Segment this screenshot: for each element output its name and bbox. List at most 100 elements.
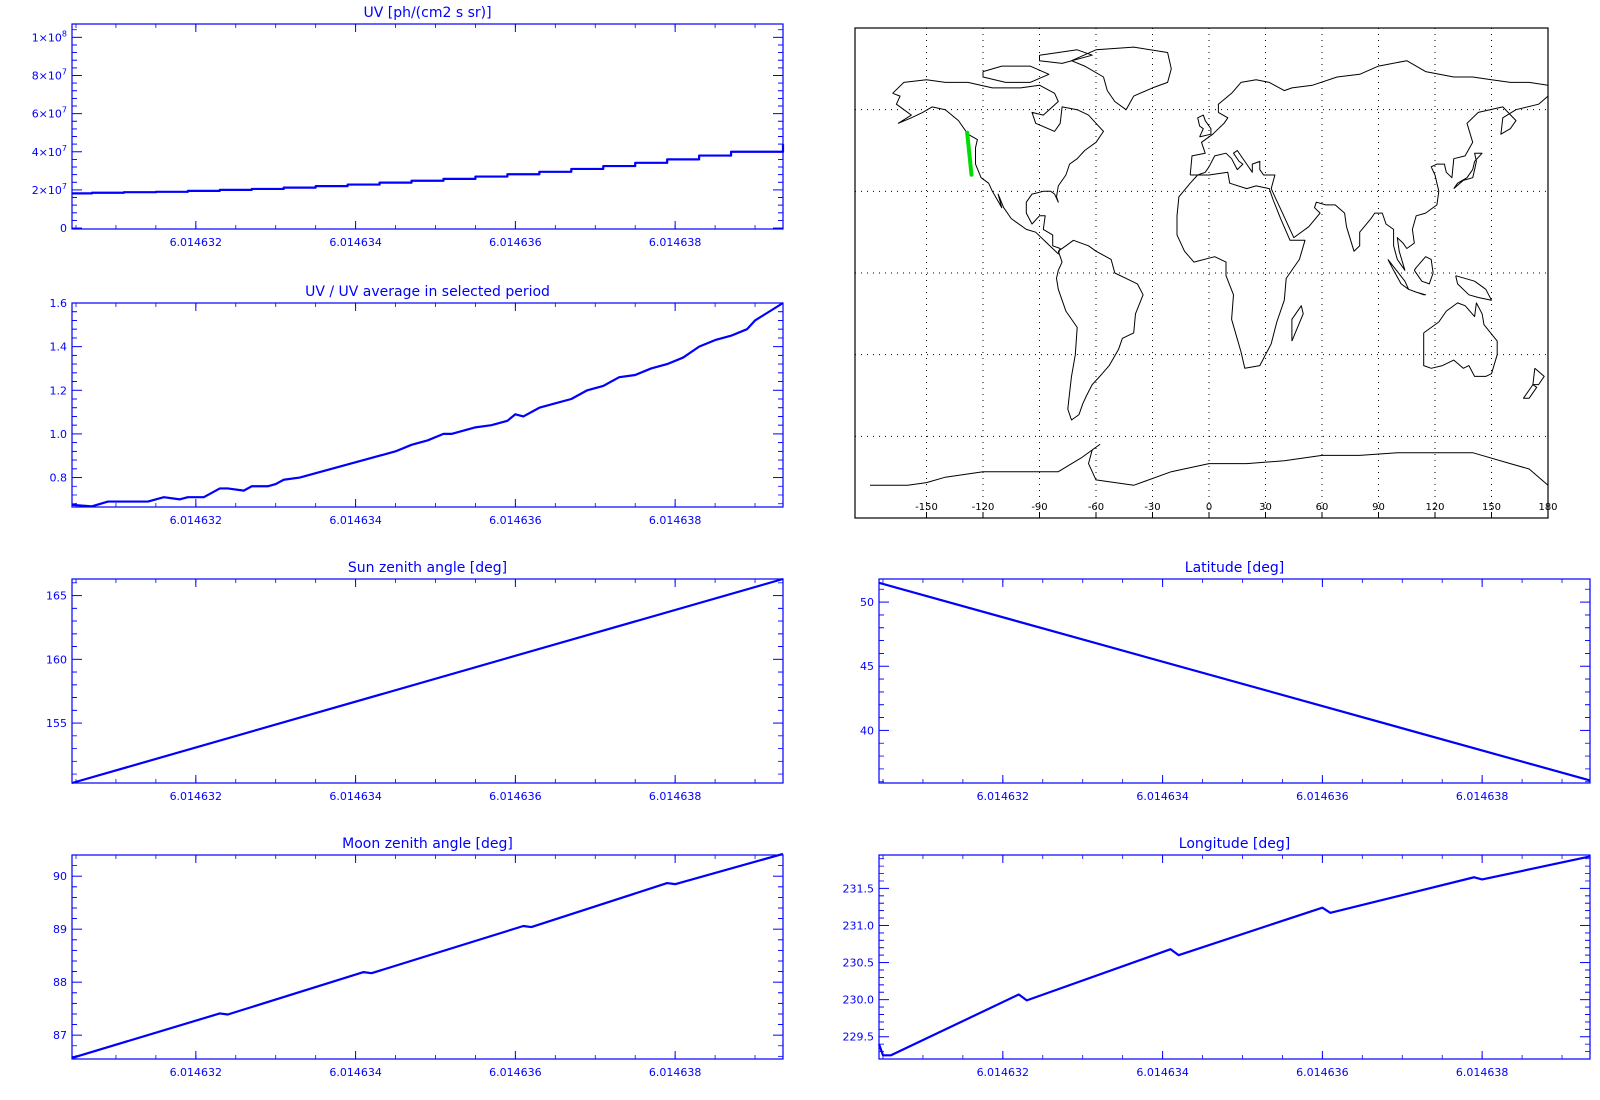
chart-title: Longitude [deg]	[1179, 836, 1290, 852]
longitude-tick-label: 60	[1316, 502, 1329, 513]
y-tick-label: 87	[53, 1029, 67, 1042]
plot-frame	[71, 578, 784, 784]
plot-frame	[71, 854, 784, 1060]
x-tick-label: 6.014636	[489, 514, 542, 527]
coastline	[1453, 152, 1483, 189]
plot-frame	[878, 854, 1591, 1060]
world-map-panel: -150 -120 -90 -60 -30 0 30 60 90 120 150 180	[854, 27, 1558, 519]
x-tick-label: 6.014638	[649, 790, 702, 803]
x-tick-label: 6.014636	[489, 790, 542, 803]
x-tick-label: 6.014634	[329, 790, 382, 803]
x-tick-label: 6.014632	[170, 1066, 223, 1079]
series-line	[71, 852, 784, 1059]
y-tick-label: 4×107	[32, 144, 67, 159]
latitude-panel: Latitude [deg] 6.014632 6.014634 6.014636 6.…	[860, 560, 1591, 803]
longitude-tick-label: 120	[1425, 502, 1444, 513]
series-line	[71, 577, 784, 785]
chart-title: Sun zenith angle [deg]	[348, 560, 507, 576]
longitude-tick-label: 180	[1538, 502, 1557, 513]
coastline	[1071, 46, 1172, 111]
longitude-panel: Longitude [deg] 6.014632 6.014634 6.014636 6…	[843, 836, 1591, 1079]
coastline	[1056, 239, 1144, 421]
chart-title: Latitude [deg]	[1185, 560, 1284, 576]
coastline	[870, 444, 1549, 486]
y-tick-label: 2×107	[32, 182, 67, 197]
coastline	[1455, 275, 1492, 301]
x-tick-label: 6.014638	[649, 1066, 702, 1079]
uv-ratio-panel: UV / UV average in selected period 6.0146…	[50, 284, 784, 527]
x-tick-label: 6.014634	[1136, 790, 1189, 803]
sun-zenith-panel: Sun zenith angle [deg] 6.014632 6.014634 6.…	[46, 560, 784, 803]
series-line	[877, 855, 1591, 1057]
x-tick-label: 6.014634	[329, 236, 382, 249]
y-tick-label: 40	[860, 724, 874, 737]
x-tick-label: 6.014638	[649, 236, 702, 249]
y-tick-label: 6×107	[32, 106, 67, 121]
series-line	[71, 302, 784, 508]
longitude-tick-label: 30	[1259, 502, 1272, 513]
y-tick-label: 1.6	[50, 297, 68, 310]
longitude-tick-label: -150	[915, 502, 938, 513]
x-tick-label: 6.014636	[1296, 1066, 1349, 1079]
y-tick-label: 165	[46, 590, 67, 603]
longitude-tick-label: 0	[1206, 502, 1212, 513]
longitude-tick-label: -90	[1031, 502, 1047, 513]
coastline	[1413, 256, 1434, 285]
coastline	[1197, 114, 1212, 138]
coastline	[1423, 302, 1498, 377]
x-tick-label: 6.014632	[977, 790, 1030, 803]
y-tick-label: 89	[53, 923, 67, 936]
y-tick-label: 88	[53, 976, 67, 989]
x-tick-label: 6.014632	[977, 1066, 1030, 1079]
map-frame	[854, 27, 1549, 519]
y-tick-label: 0	[60, 222, 67, 235]
y-tick-label: 1.0	[50, 428, 68, 441]
x-tick-label: 6.014634	[1136, 1066, 1189, 1079]
y-tick-label: 1.2	[50, 384, 68, 397]
coastline	[1387, 259, 1410, 290]
x-tick-label: 6.014632	[170, 236, 223, 249]
plot-frame	[878, 578, 1591, 784]
coastline	[1523, 384, 1538, 399]
longitude-tick-label: -120	[972, 502, 995, 513]
plot-frame	[71, 302, 784, 508]
x-tick-label: 6.014634	[329, 1066, 382, 1079]
chart-title: Moon zenith angle [deg]	[342, 836, 513, 852]
plot-frame	[71, 23, 784, 230]
coastline	[1408, 288, 1427, 296]
x-tick-label: 6.014638	[1456, 1066, 1509, 1079]
uv-intensity-panel: UV [ph/(cm2 s sr)] 6.014632 6.014634 6.0146…	[32, 5, 785, 249]
longitude-tick-label: 90	[1372, 502, 1385, 513]
y-tick-label: 0.8	[50, 472, 68, 485]
satellite-track	[965, 130, 974, 177]
x-tick-label: 6.014638	[649, 514, 702, 527]
y-tick-label: 90	[53, 870, 67, 883]
y-tick-label: 1×108	[32, 29, 67, 44]
y-tick-label: 155	[46, 717, 67, 730]
coastline	[1189, 60, 1549, 271]
x-tick-label: 6.014634	[329, 514, 382, 527]
x-tick-label: 6.014638	[1456, 790, 1509, 803]
coastline	[1291, 305, 1304, 342]
y-tick-label: 8×107	[32, 67, 67, 82]
y-tick-label: 231.0	[843, 919, 875, 932]
coastline	[1532, 367, 1545, 386]
y-tick-label: 45	[860, 660, 874, 673]
x-tick-label: 6.014632	[170, 514, 223, 527]
y-tick-label: 230.5	[843, 957, 875, 970]
y-tick-label: 231.5	[843, 882, 875, 895]
longitude-tick-label: -30	[1144, 502, 1160, 513]
x-tick-label: 6.014636	[489, 236, 542, 249]
coastline	[982, 65, 1050, 83]
x-tick-label: 6.014636	[1296, 790, 1349, 803]
coastline	[1176, 171, 1306, 369]
y-tick-label: 160	[46, 653, 67, 666]
chart-title: UV [ph/(cm2 s sr)]	[363, 5, 491, 21]
y-tick-label: 230.0	[843, 994, 875, 1007]
longitude-tick-label: 150	[1482, 502, 1501, 513]
y-tick-label: 50	[860, 596, 874, 609]
coastline	[1039, 49, 1093, 64]
x-tick-label: 6.014632	[170, 790, 223, 803]
series-line	[72, 144, 785, 195]
